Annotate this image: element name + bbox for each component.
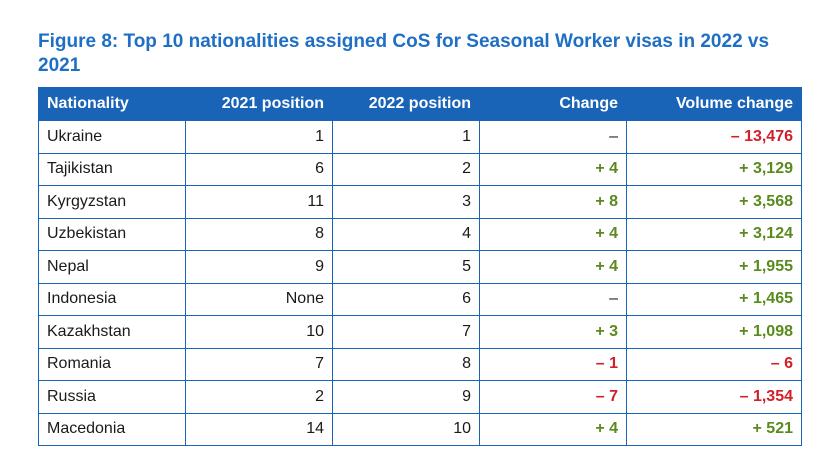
header-nationality: Nationality (38, 87, 186, 121)
cell-change: + 4 (479, 413, 627, 446)
header-change: Change (479, 87, 627, 121)
cell-nationality: Ukraine (38, 120, 186, 154)
table-row: Uzbekistan 8 4 + 4 + 3,124 (38, 218, 802, 251)
cell-change: – (479, 120, 627, 154)
cell-volume-change: + 3,129 (626, 153, 802, 186)
cell-2021-position: 14 (185, 413, 333, 446)
table-body: Ukraine 1 1– – 13,476 Tajikistan 6 2 + 4 + 3,129… (38, 120, 802, 446)
cell-2022-position: 6 (332, 283, 480, 316)
cell-volume-change: + 3,568 (626, 185, 802, 219)
cell-2022-position: 3 (332, 185, 480, 219)
cell-2021-position: 11 (185, 185, 333, 219)
cell-2022-position: 5 (332, 250, 480, 284)
cell-nationality: Kyrgyzstan (38, 185, 186, 219)
table-row: Indonesia None 6– + 1,465 (38, 283, 802, 316)
cell-2021-position: 1 (185, 120, 333, 154)
cell-volume-change: – 13,476 (626, 120, 802, 154)
header-2021-position: 2021 position (185, 87, 333, 121)
nationalities-table: Nationality 2021 position 2022 position … (38, 87, 802, 446)
cell-nationality: Indonesia (38, 283, 186, 316)
cell-nationality: Nepal (38, 250, 186, 284)
cell-2022-position: 8 (332, 348, 480, 381)
cell-nationality: Russia (38, 380, 186, 414)
cell-nationality: Kazakhstan (38, 315, 186, 349)
table-header: Nationality 2021 position 2022 position … (38, 87, 802, 121)
cell-volume-change: – 6 (626, 348, 802, 381)
cell-2022-position: 1 (332, 120, 480, 154)
cell-nationality: Tajikistan (38, 153, 186, 186)
nationalities-table-container: Nationality 2021 position 2022 position … (38, 87, 802, 446)
cell-nationality: Romania (38, 348, 186, 381)
table-row: Tajikistan 6 2 + 4 + 3,129 (38, 153, 802, 186)
figure-title: Figure 8: Top 10 nationalities assigned … (38, 31, 770, 76)
cell-2022-position: 7 (332, 315, 480, 349)
cell-2021-position: 9 (185, 250, 333, 284)
cell-2022-position: 2 (332, 153, 480, 186)
cell-change: + 4 (479, 153, 627, 186)
cell-change: + 3 (479, 315, 627, 349)
header-row: Nationality 2021 position 2022 position … (38, 87, 802, 121)
cell-2021-position: 2 (185, 380, 333, 414)
cell-change: – (479, 283, 627, 316)
cell-change: + 4 (479, 218, 627, 251)
table-row: Macedonia 14 10 + 4 + 521 (38, 413, 802, 446)
header-2022-position: 2022 position (332, 87, 480, 121)
table-row: Kyrgyzstan 11 3 + 8 + 3,568 (38, 185, 802, 219)
cell-2022-position: 9 (332, 380, 480, 414)
cell-volume-change: – 1,354 (626, 380, 802, 414)
cell-change: – 1 (479, 348, 627, 381)
table-row: Kazakhstan 10 7 + 3 + 1,098 (38, 315, 802, 349)
cell-volume-change: + 1,098 (626, 315, 802, 349)
cell-change: + 8 (479, 185, 627, 219)
cell-volume-change: + 1,955 (626, 250, 802, 284)
table-row: Russia 2 9– 7– 1,354 (38, 380, 802, 414)
cell-nationality: Uzbekistan (38, 218, 186, 251)
table-row: Romania 7 8– 1– 6 (38, 348, 802, 381)
header-volume-change: Volume change (626, 87, 802, 121)
cell-volume-change: + 3,124 (626, 218, 802, 251)
cell-volume-change: + 521 (626, 413, 802, 446)
table-row: Nepal 9 5 + 4 + 1,955 (38, 250, 802, 284)
table-row: Ukraine 1 1– – 13,476 (38, 120, 802, 154)
cell-nationality: Macedonia (38, 413, 186, 446)
cell-2021-position: 6 (185, 153, 333, 186)
cell-2021-position: None (185, 283, 333, 316)
cell-2022-position: 4 (332, 218, 480, 251)
cell-change: – 7 (479, 380, 627, 414)
cell-2021-position: 7 (185, 348, 333, 381)
cell-volume-change: + 1,465 (626, 283, 802, 316)
cell-change: + 4 (479, 250, 627, 284)
cell-2021-position: 10 (185, 315, 333, 349)
cell-2022-position: 10 (332, 413, 480, 446)
cell-2021-position: 8 (185, 218, 333, 251)
